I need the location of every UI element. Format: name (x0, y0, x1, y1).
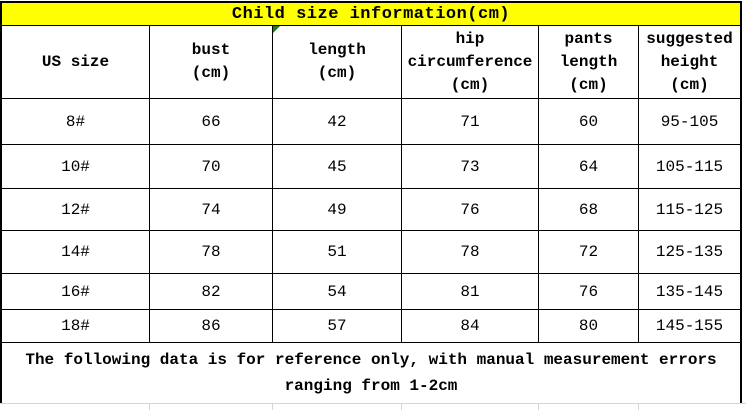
table-cell: 86 (150, 310, 272, 342)
table-cell: 76 (539, 274, 638, 309)
table-cell: 115-125 (639, 189, 740, 230)
table-cell: 45 (273, 145, 401, 188)
table-cell: 95-105 (639, 99, 740, 144)
col-header-length: length (cm) (273, 26, 401, 98)
table-cell: 73 (402, 145, 538, 188)
table-cell: 76 (402, 189, 538, 230)
col-header-suggested-height-label: suggested height (cm) (646, 29, 733, 94)
table-cell: 57 (273, 310, 401, 342)
table-cell: 145-155 (639, 310, 740, 342)
col-header-length-label: length (cm) (308, 41, 366, 82)
col-header-us-size-label: US size (41, 52, 110, 71)
table-cell: 12# (2, 189, 149, 230)
table-cell: 14# (2, 231, 149, 273)
col-header-bust-label: bust (cm) (191, 41, 231, 82)
table-cell: 71 (402, 99, 538, 144)
table-cell: 18# (2, 310, 149, 342)
table-cell: 42 (273, 99, 401, 144)
faint-gridline (538, 404, 539, 410)
col-header-suggested-height: suggested height (cm) (639, 26, 740, 98)
table-cell: 70 (150, 145, 272, 188)
table-cell: 82 (150, 274, 272, 309)
table-cell: 66 (150, 99, 272, 144)
col-header-us-size: US size (2, 26, 149, 98)
table-cell: 84 (402, 310, 538, 342)
table-cell: 60 (539, 99, 638, 144)
table-cell: 78 (402, 231, 538, 273)
table-cell: 81 (402, 274, 538, 309)
table-cell: 135-145 (639, 274, 740, 309)
table-cell: 49 (273, 189, 401, 230)
faint-gridline (401, 404, 402, 410)
table-title: Child size information(cm) (2, 3, 740, 25)
faint-gridline (638, 404, 639, 410)
table-cell: 105-115 (639, 145, 740, 188)
table-cell: 72 (539, 231, 638, 273)
footer-note: The following data is for reference only… (2, 343, 740, 403)
table-cell: 8# (2, 99, 149, 144)
table-cell: 10# (2, 145, 149, 188)
col-header-pants-length: pants length (cm) (539, 26, 638, 98)
col-header-hip-circumference-label: hip circumference (cm) (407, 29, 533, 94)
table-cell: 51 (273, 231, 401, 273)
table-cell: 68 (539, 189, 638, 230)
child-size-table: Child size information(cm) US size bust … (0, 1, 742, 403)
table-cell: 54 (273, 274, 401, 309)
faint-gridline (149, 404, 150, 410)
col-header-hip-circumference: hip circumference (cm) (402, 26, 538, 98)
table-cell: 125-135 (639, 231, 740, 273)
faint-gridline (272, 404, 273, 410)
next-row-sliver (0, 403, 746, 410)
col-header-pants-length-label: pants length (cm) (559, 29, 618, 94)
col-header-bust: bust (cm) (150, 26, 272, 98)
table-cell: 78 (150, 231, 272, 273)
table-cell: 64 (539, 145, 638, 188)
table-cell: 74 (150, 189, 272, 230)
table-cell: 80 (539, 310, 638, 342)
green-triangle-marker-icon (273, 26, 280, 33)
table-cell: 16# (2, 274, 149, 309)
